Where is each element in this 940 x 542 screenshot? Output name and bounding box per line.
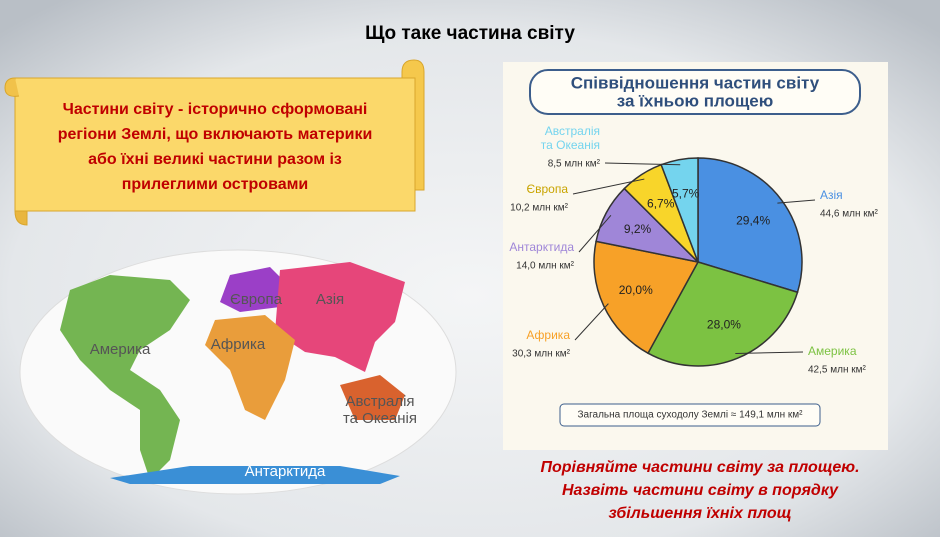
map-label: Австралія — [345, 393, 414, 410]
pie-slice — [697, 157, 803, 294]
note-box — [559, 403, 821, 427]
pie-slice — [593, 240, 700, 355]
category-label: та Океанія — [541, 138, 600, 152]
map-label: та Океанія — [343, 410, 417, 427]
task-line: Назвіть частини світу в порядку — [562, 482, 839, 499]
value-label: 6,7% — [647, 197, 675, 211]
task-line: Порівняйте частини світу за площею. — [540, 459, 859, 476]
pie-slice — [646, 261, 799, 367]
slide-title: Що таке частина світу — [365, 23, 575, 44]
chart-note: Загальна площа суходолу Землі ≈ 149,1 мл… — [578, 410, 804, 421]
leader-line — [578, 215, 612, 253]
task-text: Порівняйте частини світу за площею. Назві… — [540, 459, 859, 522]
map-label: Африка — [211, 336, 266, 353]
leader-line — [604, 162, 681, 166]
category-label: Антарктида — [509, 240, 574, 254]
leader-line — [574, 303, 609, 341]
area-label: 8,5 млн км² — [548, 159, 601, 170]
definition: Частини світу - історично сформовані регі… — [58, 101, 373, 193]
category-label: Європа — [526, 182, 568, 196]
leader-line — [572, 178, 645, 195]
area-label: 14,0 млн км² — [516, 261, 575, 272]
map-label: Азія — [316, 291, 344, 308]
value-label: 5,7% — [672, 187, 700, 201]
task-line: збільшення їхніх площ — [608, 505, 791, 522]
category-label: Австралія — [545, 124, 600, 138]
world-map — [19, 249, 457, 495]
value-label: 20,0% — [619, 283, 653, 297]
category-label: Азія — [820, 188, 843, 202]
value-label: 28,0% — [707, 318, 741, 332]
area-label: 42,5 млн км² — [808, 365, 867, 376]
chart-title: Співвідношення частин світу — [571, 73, 820, 92]
map-label: Європа — [230, 291, 283, 308]
chart-title-box — [529, 69, 861, 115]
value-label: 29,4% — [736, 213, 770, 227]
area-label: 44,6 млн км² — [820, 209, 879, 220]
area-label: 10,2 млн км² — [510, 203, 569, 214]
area-label: 30,3 млн км² — [512, 349, 571, 360]
leader-line — [735, 351, 804, 354]
value-label: 9,2% — [624, 222, 652, 236]
category-label: Америка — [808, 344, 857, 358]
chart-title: за їхньою площею — [617, 91, 774, 110]
map-label: Америка — [90, 341, 151, 358]
definition-text: Частини світу - історично сформовані регі… — [58, 101, 373, 193]
leader-line — [777, 199, 816, 204]
category-label: Африка — [526, 328, 570, 342]
definition-scroll — [4, 59, 425, 226]
map-label: Антарктида — [245, 463, 326, 480]
